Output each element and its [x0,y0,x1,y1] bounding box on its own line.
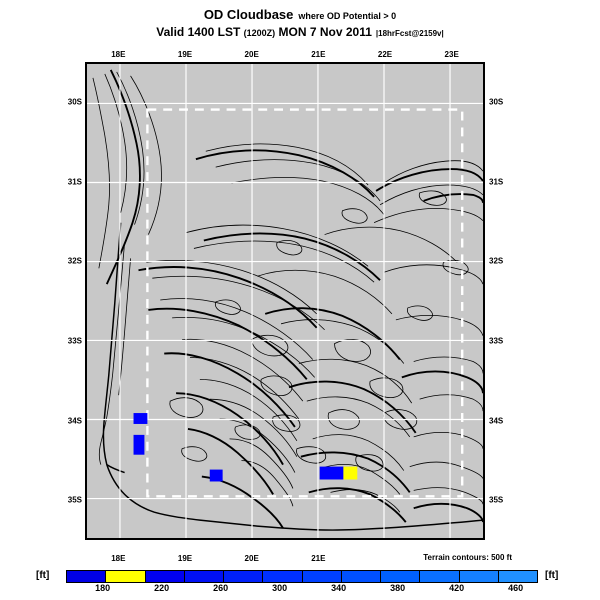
colorbar-segment-5 [263,571,303,582]
colorbar-segment-6 [302,571,342,582]
title-line-secondary: Valid 1400 LST (1200Z) MON 7 Nov 2011 |18… [0,25,600,40]
colorbar-segment-10 [459,571,499,582]
data-patch-south-east-yellow [343,466,358,480]
colorbar-segment-1 [106,571,146,582]
data-patch-west-upper [133,413,148,424]
colorbar-tick-380: 380 [390,583,406,593]
model-domain-box [146,108,464,498]
od-cloudbase-data-patches [133,413,358,482]
y-tick-right-1: 31S [489,177,504,186]
colorbar-tick-180: 180 [95,583,111,593]
y-tick-left-3: 33S [67,336,82,346]
x-tick-bottom-2: 20E [244,554,259,563]
coastline [102,222,483,531]
data-patch-west-lower [133,434,145,455]
colorbar-tick-labels: 180 220 260 300 340 380 420 460 [66,583,538,597]
colorbar-unit-left: [ft] [36,570,50,581]
colorbar-segment-2 [145,571,185,582]
data-patch-south-east-blue [319,466,344,480]
colorbar-segment-11 [498,571,537,582]
forecast-tag-label: |18hrFcst@2159v| [375,29,444,39]
colorbar-segment-7 [341,571,381,582]
colorbar-row: [ft] 180 220 260 300 340 380 420 460 [ft] [0,568,600,598]
valid-date-label: MON 7 Nov 2011 [278,25,372,40]
y-tick-left-2: 32S [67,256,82,266]
y-tick-right-5: 35S [489,495,504,505]
x-tick-top-3: 21E [311,50,326,59]
colorbar-segment-3 [184,571,224,582]
y-tick-right-0: 30S [489,97,504,107]
terrain-contour-map [87,64,483,538]
y-tick-right-3: 33S [489,336,504,346]
colorbar-tick-300: 300 [272,583,288,593]
y-tick-left-4: 34S [67,416,82,425]
data-patch-south-central [209,469,223,482]
x-tick-top-0: 18E [111,50,126,59]
valid-utc-label: (1200Z) [243,28,276,39]
y-tick-left-0: 30S [67,97,82,107]
title-condition: where OD Potential > 0 [298,11,397,21]
x-tick-bottom-3: 21E [311,554,326,563]
colorbar-tick-220: 220 [154,583,170,593]
colorbar-segment-0 [67,571,107,582]
valid-time-label: Valid 1400 LST [156,25,241,40]
colorbar-unit-right: [ft] [545,570,559,581]
terrain-contour-note: Terrain contours: 500 ft [423,553,512,562]
colorbar-tick-420: 420 [449,583,465,593]
colorbar-tick-260: 260 [213,583,229,593]
colorbar-segment-8 [381,571,421,582]
x-tick-top-2: 20E [244,50,259,59]
colorbar-segment-9 [420,571,460,582]
y-tick-left-5: 35S [67,495,82,505]
title-line-primary: OD Cloudbase where OD Potential > 0 [0,6,600,24]
y-tick-right-2: 32S [489,256,504,266]
page-title: OD Cloudbase [203,7,294,22]
x-tick-top-4: 22E [377,50,393,59]
y-tick-right-4: 34S [489,416,504,425]
y-tick-left-1: 31S [67,177,82,186]
x-tick-bottom-1: 19E [177,554,193,563]
x-tick-top-5: 23E [444,50,459,59]
map-plot-frame [85,62,485,540]
x-tick-bottom-0: 18E [111,554,126,563]
x-tick-top-1: 19E [177,50,193,59]
colorbar-gradient[interactable] [66,570,538,583]
colorbar-tick-460: 460 [508,583,524,593]
colorbar-segment-4 [224,571,264,582]
chart-title-block: OD Cloudbase where OD Potential > 0 Valid… [0,6,600,40]
colorbar-tick-340: 340 [331,583,347,593]
graticule-gridlines [87,64,483,538]
